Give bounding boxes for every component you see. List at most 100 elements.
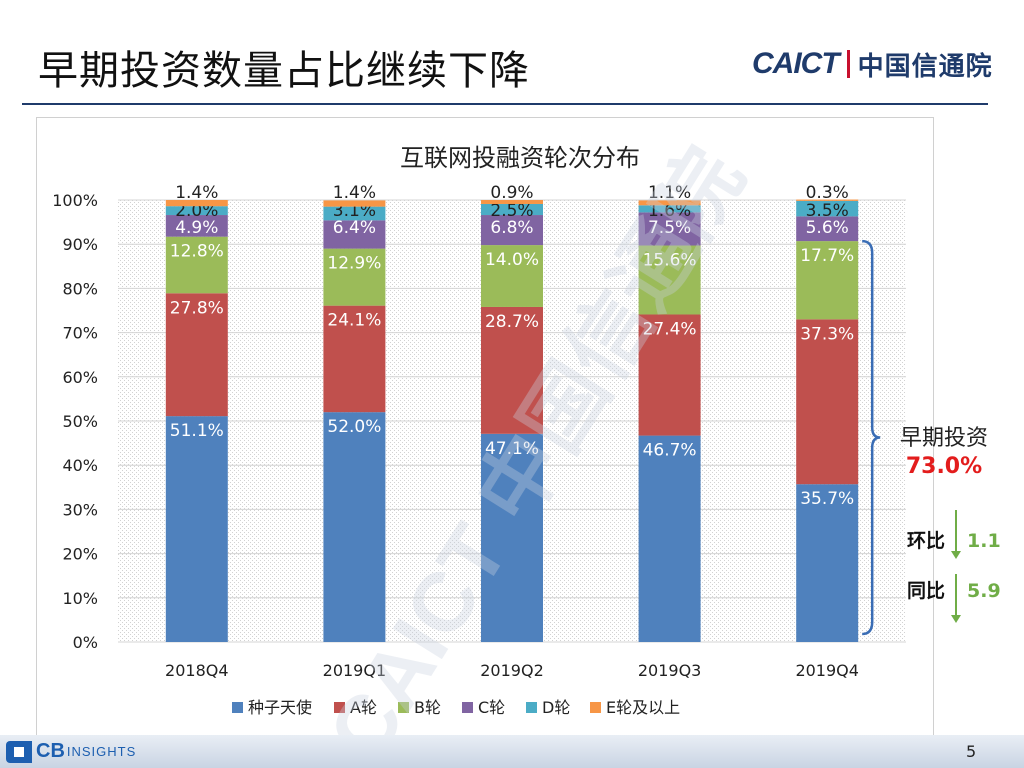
- x-tick-label: 2019Q1: [323, 661, 387, 680]
- bar-segment: [165, 236, 228, 294]
- data-label: 6.4%: [333, 218, 376, 238]
- data-label: 47.1%: [485, 439, 539, 459]
- bar-segment: [165, 206, 228, 216]
- data-label: 37.3%: [800, 324, 854, 344]
- yoy-down-arrow-icon: [951, 615, 961, 623]
- legend-label: 种子天使: [248, 698, 312, 717]
- bar-segment: [796, 200, 859, 217]
- bar-segment: [323, 200, 386, 207]
- data-label: 46.7%: [643, 441, 697, 461]
- bar-segment: [481, 245, 543, 307]
- data-label: 4.9%: [175, 218, 218, 238]
- yoy-label: 同比: [907, 580, 945, 602]
- y-tick-label: 90%: [62, 235, 98, 254]
- data-label: 1.4%: [175, 183, 218, 203]
- bar-segment: [323, 206, 386, 221]
- data-label: 12.8%: [170, 242, 224, 262]
- page-number: 5: [966, 742, 977, 761]
- bar-segment: [481, 215, 543, 246]
- data-label: 0.9%: [490, 183, 533, 203]
- data-label: 24.1%: [327, 311, 381, 331]
- bar-segment: [481, 306, 543, 434]
- y-tick-label: 100%: [52, 191, 98, 210]
- bar-segment: [165, 215, 228, 237]
- cb-insights-logo: CB INSIGHTS: [6, 740, 136, 763]
- y-tick-label: 60%: [62, 368, 98, 387]
- y-tick-label: 70%: [62, 324, 98, 343]
- qoq-down-arrow-icon: [951, 551, 961, 559]
- data-label: 2.5%: [490, 201, 533, 221]
- data-label: 17.7%: [800, 246, 854, 266]
- bar-segment: [796, 241, 859, 320]
- bar-segment: [481, 203, 543, 216]
- data-label: 7.5%: [648, 218, 691, 238]
- data-label: 1.1%: [648, 183, 691, 203]
- legend-swatch: [398, 702, 409, 713]
- y-tick-label: 0%: [73, 633, 98, 652]
- x-tick-label: 2019Q3: [638, 661, 702, 680]
- early-stage-total: 73.0%: [906, 454, 982, 479]
- qoq-value: 1.1: [967, 530, 1001, 552]
- legend-label: B轮: [414, 698, 441, 717]
- y-tick-label: 30%: [62, 500, 98, 519]
- bar-segment: [165, 200, 228, 207]
- data-label: 6.8%: [490, 218, 533, 238]
- data-label: 27.8%: [170, 298, 224, 318]
- legend-swatch: [590, 702, 601, 713]
- bar-segment: [481, 433, 543, 642]
- bar-segment: [638, 314, 701, 436]
- logo-divider: [846, 50, 850, 78]
- x-tick-label: 2019Q4: [795, 661, 859, 680]
- cb-text: CB: [36, 740, 65, 762]
- slide-title: 早期投资数量占比继续下降: [38, 48, 530, 94]
- footer-band: [0, 735, 1024, 768]
- legend-swatch: [462, 702, 473, 713]
- bar-segment: [638, 212, 701, 246]
- legend-label: A轮: [350, 698, 377, 717]
- bar-segment: [638, 435, 701, 642]
- bar-segment: [323, 220, 386, 249]
- x-tick-label: 2018Q4: [165, 661, 229, 680]
- title-rule: [22, 103, 988, 105]
- insights-text: INSIGHTS: [66, 744, 137, 759]
- yoy-value: 5.9: [967, 580, 1001, 602]
- data-label: 52.0%: [327, 417, 381, 437]
- data-label: 3.5%: [806, 201, 849, 221]
- bar-segment: [323, 412, 386, 642]
- y-tick-label: 50%: [62, 412, 98, 431]
- early-stage-brace: [862, 239, 881, 636]
- legend-swatch: [232, 702, 243, 713]
- legend-label: D轮: [542, 698, 570, 717]
- y-tick-label: 10%: [62, 589, 98, 608]
- legend-label: E轮及以上: [606, 698, 680, 717]
- x-tick-label: 2019Q2: [480, 661, 544, 680]
- data-label: 12.9%: [327, 254, 381, 274]
- data-label: 35.7%: [800, 489, 854, 509]
- bar-segment: [638, 205, 701, 213]
- data-label: 27.4%: [643, 319, 697, 339]
- bar-segment: [638, 245, 701, 315]
- data-label: 14.0%: [485, 250, 539, 270]
- qoq-label: 环比: [907, 530, 945, 552]
- y-tick-label: 20%: [62, 545, 98, 564]
- bar-segment: [796, 199, 859, 201]
- chart-title: 互联网投融资轮次分布: [400, 144, 640, 172]
- bar-segment: [323, 305, 386, 413]
- legend-swatch: [334, 702, 345, 713]
- logo-chinese: 中国信通院: [857, 51, 993, 82]
- bar-segment: [638, 200, 701, 206]
- data-label: 1.6%: [648, 201, 691, 221]
- data-label: 0.3%: [806, 183, 849, 203]
- bar-segment: [796, 216, 859, 242]
- logo-english: CAICT: [752, 47, 840, 80]
- data-label: 28.7%: [485, 312, 539, 332]
- bar-segment: [481, 200, 543, 204]
- early-stage-label: 早期投资: [900, 426, 988, 451]
- bar-segment: [323, 248, 386, 306]
- data-label: 1.4%: [333, 183, 376, 203]
- caict-logo: CAICT 中国信通院: [752, 46, 993, 82]
- data-label: 5.6%: [806, 218, 849, 238]
- y-tick-label: 40%: [62, 456, 98, 475]
- legend-label: C轮: [478, 698, 505, 717]
